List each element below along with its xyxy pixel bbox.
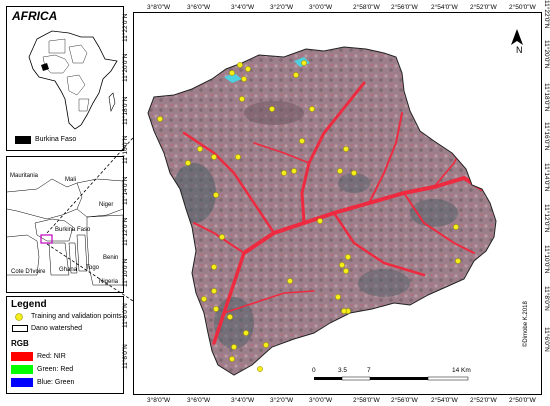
lon-tick-top: 2°50'0"W bbox=[509, 4, 536, 11]
copyright-text: ©Dimobe K.2018 bbox=[523, 301, 529, 347]
lon-tick-bottom: 3°2'0"W bbox=[270, 397, 293, 404]
scale-label: 0 bbox=[312, 367, 316, 374]
lon-tick-top: 2°54'0"W bbox=[431, 4, 458, 11]
lon-tick-bottom: 2°52'0"W bbox=[470, 397, 497, 404]
band-label: Red: NIR bbox=[37, 353, 66, 360]
band-label: Green: Red bbox=[37, 366, 73, 373]
lat-tick-left: 11°20'0"N bbox=[122, 54, 129, 82]
lat-tick-right: 11°22'0"N bbox=[543, 0, 550, 28]
country-label: Niger bbox=[99, 202, 113, 208]
lon-tick-top: 2°58'0"W bbox=[353, 4, 380, 11]
lat-tick-right: 11°20'0"N bbox=[543, 40, 550, 68]
lon-tick-bottom: 2°54'0"W bbox=[431, 397, 458, 404]
lat-tick-right: 11°10'0"N bbox=[543, 245, 550, 273]
scale-label: 3.5 bbox=[338, 367, 347, 374]
country-label: Burkina Faso bbox=[55, 227, 90, 233]
burkina-faso-label: Burkina Faso bbox=[35, 136, 76, 143]
legend-points-label: Training and validation points bbox=[31, 313, 122, 320]
country-label: Mauritania bbox=[10, 173, 38, 179]
lat-tick-right: 11°16'0"N bbox=[543, 122, 550, 150]
lon-tick-bottom: 2°50'0"W bbox=[509, 397, 536, 404]
north-arrow-icon bbox=[511, 29, 523, 45]
watershed-image bbox=[134, 13, 541, 394]
lat-tick-right: 11°14'0"N bbox=[543, 163, 550, 191]
scale-bar bbox=[314, 377, 468, 380]
lon-tick-top: 3°0'0"W bbox=[309, 4, 332, 11]
africa-map bbox=[7, 7, 123, 150]
lat-tick-right: 11°6'0"N bbox=[543, 327, 550, 352]
lon-tick-top: 2°56'0"W bbox=[391, 4, 418, 11]
lon-tick-bottom: 3°4'0"W bbox=[231, 397, 254, 404]
country-label: Togo bbox=[86, 265, 99, 271]
lon-tick-top: 3°2'0"W bbox=[270, 4, 293, 11]
watershed-symbol-icon bbox=[12, 325, 28, 332]
lon-tick-bottom: 2°56'0"W bbox=[391, 397, 418, 404]
lat-tick-left: 11°18'0"N bbox=[122, 97, 129, 125]
lat-tick-left: 11°14'0"N bbox=[122, 177, 129, 205]
legend-title: Legend bbox=[11, 299, 47, 310]
lat-tick-left: 11°12'0"N bbox=[122, 218, 129, 246]
lat-tick-right: 11°18'0"N bbox=[543, 83, 550, 111]
country-label: Cote D'Ivoire bbox=[11, 269, 46, 275]
band-swatch-red bbox=[11, 352, 33, 361]
lat-tick-left: 11°10'0"N bbox=[122, 259, 129, 287]
scale-label: 7 bbox=[367, 367, 371, 374]
scale-label: 14 Km bbox=[452, 367, 471, 374]
lat-tick-left: 11°22'0"N bbox=[122, 14, 129, 42]
north-label: N bbox=[516, 45, 523, 55]
lon-tick-bottom: 2°58'0"W bbox=[353, 397, 380, 404]
lon-tick-bottom: 3°6'0"W bbox=[187, 397, 210, 404]
lon-tick-top: 3°4'0"W bbox=[231, 4, 254, 11]
band-swatch-green bbox=[11, 365, 33, 374]
satellite-map bbox=[134, 13, 541, 394]
lat-tick-right: 11°8'0"N bbox=[543, 286, 550, 311]
country-label: Ghana bbox=[59, 267, 77, 273]
lat-tick-left: 11°16'0"N bbox=[122, 136, 129, 164]
region-inset: Mauritania Mali Niger Burkina Faso Cote … bbox=[6, 156, 124, 293]
lat-tick-left: 11°6'0"N bbox=[122, 344, 129, 369]
lat-tick-left: 11°8'0"N bbox=[122, 303, 129, 328]
lon-tick-bottom: 3°8'0"W bbox=[147, 397, 170, 404]
lon-tick-bottom: 3°0'0"W bbox=[309, 397, 332, 404]
band-label: Blue: Green bbox=[37, 379, 74, 386]
burkina-faso-swatch bbox=[15, 136, 31, 144]
country-label: Benin bbox=[103, 255, 118, 261]
rgb-title: RGB bbox=[11, 339, 29, 348]
lon-tick-top: 3°6'0"W bbox=[187, 4, 210, 11]
lon-tick-top: 2°52'0"W bbox=[470, 4, 497, 11]
lon-tick-top: 3°8'0"W bbox=[147, 4, 170, 11]
lat-tick-right: 11°12'0"N bbox=[543, 204, 550, 232]
map-frame: 0 3.5 7 14 Km N bbox=[133, 12, 542, 395]
legend-watershed-label: Dano watershed bbox=[31, 325, 82, 332]
study-area-box bbox=[41, 235, 52, 243]
point-symbol-icon bbox=[13, 312, 27, 322]
country-label: Mali bbox=[65, 177, 76, 183]
legend-panel: Legend Training and validation points Da… bbox=[6, 296, 124, 394]
band-swatch-blue bbox=[11, 378, 33, 387]
country-label: Nigeria bbox=[99, 279, 118, 285]
africa-inset: AFRICA Burkina Faso bbox=[6, 6, 124, 151]
